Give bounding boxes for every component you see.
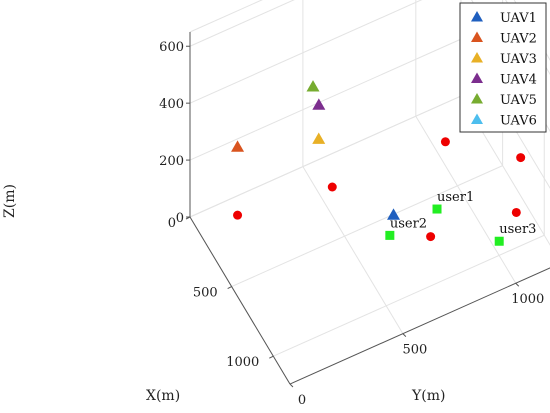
floor-grid-line: [302, 166, 404, 334]
uav-marker-uav3: [312, 132, 326, 144]
wall-grid-line: [189, 0, 423, 104]
legend-marker: [471, 11, 483, 22]
uav-marker-uav5: [306, 80, 320, 92]
z-tick-label: 400: [159, 97, 184, 112]
box-edge: [189, 0, 263, 33]
y-tick-label: 1000: [511, 292, 544, 307]
z-tick-label: 0: [176, 211, 184, 226]
legend-marker: [471, 113, 483, 124]
x-tick-label: 500: [193, 286, 218, 301]
legend-label: UAV4: [500, 73, 537, 88]
ground-point-marker: [233, 210, 243, 220]
x-axis-label: X(m): [146, 388, 180, 404]
floor-grid-line: [231, 165, 503, 288]
ground-point-marker: [426, 232, 436, 242]
legend-marker: [471, 93, 483, 104]
z-tick-label: 600: [159, 40, 184, 55]
wall-grid-line: [189, 38, 462, 161]
axis-labels: X(m) Y(m) Z(m): [2, 184, 445, 404]
uav-marker-uav4: [312, 98, 326, 110]
legend-label: UAV6: [500, 114, 537, 129]
y-tick-label: 500: [402, 343, 427, 358]
tick-labels: 0 500 1000 0 500 1000 0 200 400 600: [159, 40, 544, 408]
wall-grid-line: [189, 95, 462, 218]
z-tick-label: 200: [159, 154, 184, 169]
wall-grid-line: [189, 0, 295, 47]
user-marker: [494, 236, 504, 246]
y-tick-mark: [515, 282, 520, 287]
ground-point-marker: [516, 153, 526, 163]
x-tick-mark: [269, 355, 274, 359]
legend-marker: [471, 52, 483, 63]
user-label: user1: [437, 190, 474, 205]
user-marker: [385, 230, 395, 240]
user-marker: [432, 204, 442, 214]
x-tick-label: 1000: [226, 355, 259, 370]
legend-marker: [471, 72, 483, 83]
uav-marker-uav2: [231, 140, 245, 152]
x-tick-label: 0: [168, 216, 176, 231]
y-axis-label: Y(m): [411, 388, 445, 404]
legend-label: UAV3: [500, 52, 537, 67]
y-tick-mark: [402, 333, 407, 337]
legend-box: [459, 2, 547, 133]
ground-point-marker: [327, 182, 337, 192]
floor-grid-line: [273, 234, 545, 357]
y-tick-label: 0: [298, 393, 306, 408]
legend-marker: [471, 31, 483, 42]
legend-label: UAV1: [500, 11, 537, 26]
user-label: user2: [390, 216, 427, 231]
z-axis-label: Z(m): [2, 184, 18, 218]
uav-marker-uav1: [387, 208, 401, 220]
legend-label: UAV2: [500, 32, 537, 47]
legend-label: UAV5: [500, 93, 537, 108]
y-tick-mark: [289, 383, 294, 388]
y-axis-line: [289, 267, 550, 385]
ground-point-marker: [511, 207, 521, 217]
ground-point-marker: [440, 137, 450, 147]
x-tick-mark: [227, 286, 232, 290]
legend: UAV1 UAV2 UAV3 UAV4 UAV5 UAV6: [459, 2, 547, 133]
floor-grid-line: [415, 115, 517, 284]
user-label: user3: [499, 222, 536, 237]
